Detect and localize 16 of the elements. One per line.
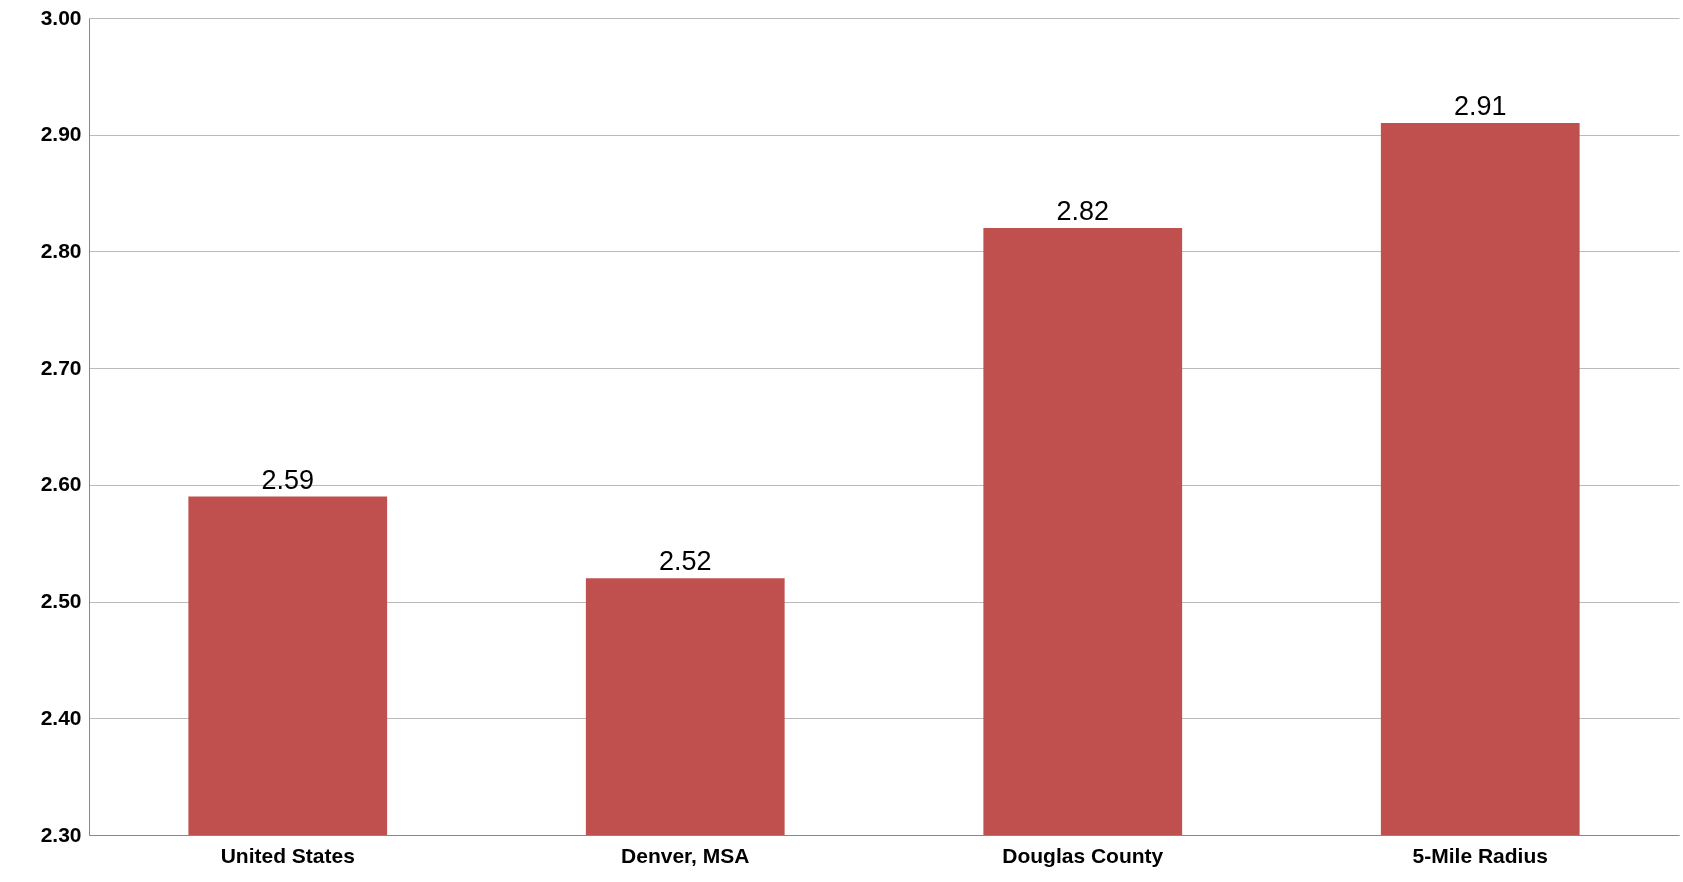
x-tick-label: United States: [220, 843, 355, 867]
data-label: 2.91: [1453, 91, 1507, 122]
y-tick-label: 2.50: [40, 589, 82, 613]
data-label: 2.52: [658, 546, 712, 577]
y-tick-label: 2.70: [40, 355, 82, 379]
y-tick-label: 2.40: [40, 705, 82, 729]
y-tick-label: 2.60: [40, 472, 82, 496]
data-label: 2.59: [261, 464, 315, 495]
data-label: 2.82: [1056, 196, 1110, 227]
y-tick-label: 3.00: [40, 5, 82, 29]
y-tick-label: 2.90: [40, 122, 82, 146]
x-tick-label: Douglas County: [1002, 843, 1164, 867]
y-tick-label: 2.80: [40, 238, 82, 262]
x-tick-label: 5-Mile Radius: [1412, 843, 1548, 867]
y-tick-label: 2.30: [40, 822, 82, 846]
x-tick-label: Denver, MSA: [621, 843, 750, 867]
